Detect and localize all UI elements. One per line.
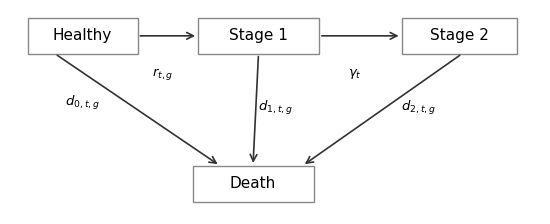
Text: $\gamma_t$: $\gamma_t$	[348, 67, 361, 81]
Text: Death: Death	[230, 176, 276, 191]
Text: $d_{0,t,g}$: $d_{0,t,g}$	[65, 94, 100, 112]
Text: Stage 2: Stage 2	[430, 28, 489, 43]
FancyBboxPatch shape	[198, 18, 319, 54]
Text: $d_{1,t,g}$: $d_{1,t,g}$	[257, 99, 293, 116]
FancyBboxPatch shape	[28, 18, 138, 54]
Text: $d_{2,t,g}$: $d_{2,t,g}$	[400, 99, 436, 116]
FancyBboxPatch shape	[192, 166, 314, 202]
FancyBboxPatch shape	[402, 18, 517, 54]
Text: $r_{t,g}$: $r_{t,g}$	[152, 66, 173, 82]
Text: Healthy: Healthy	[53, 28, 112, 43]
Text: Stage 1: Stage 1	[229, 28, 288, 43]
